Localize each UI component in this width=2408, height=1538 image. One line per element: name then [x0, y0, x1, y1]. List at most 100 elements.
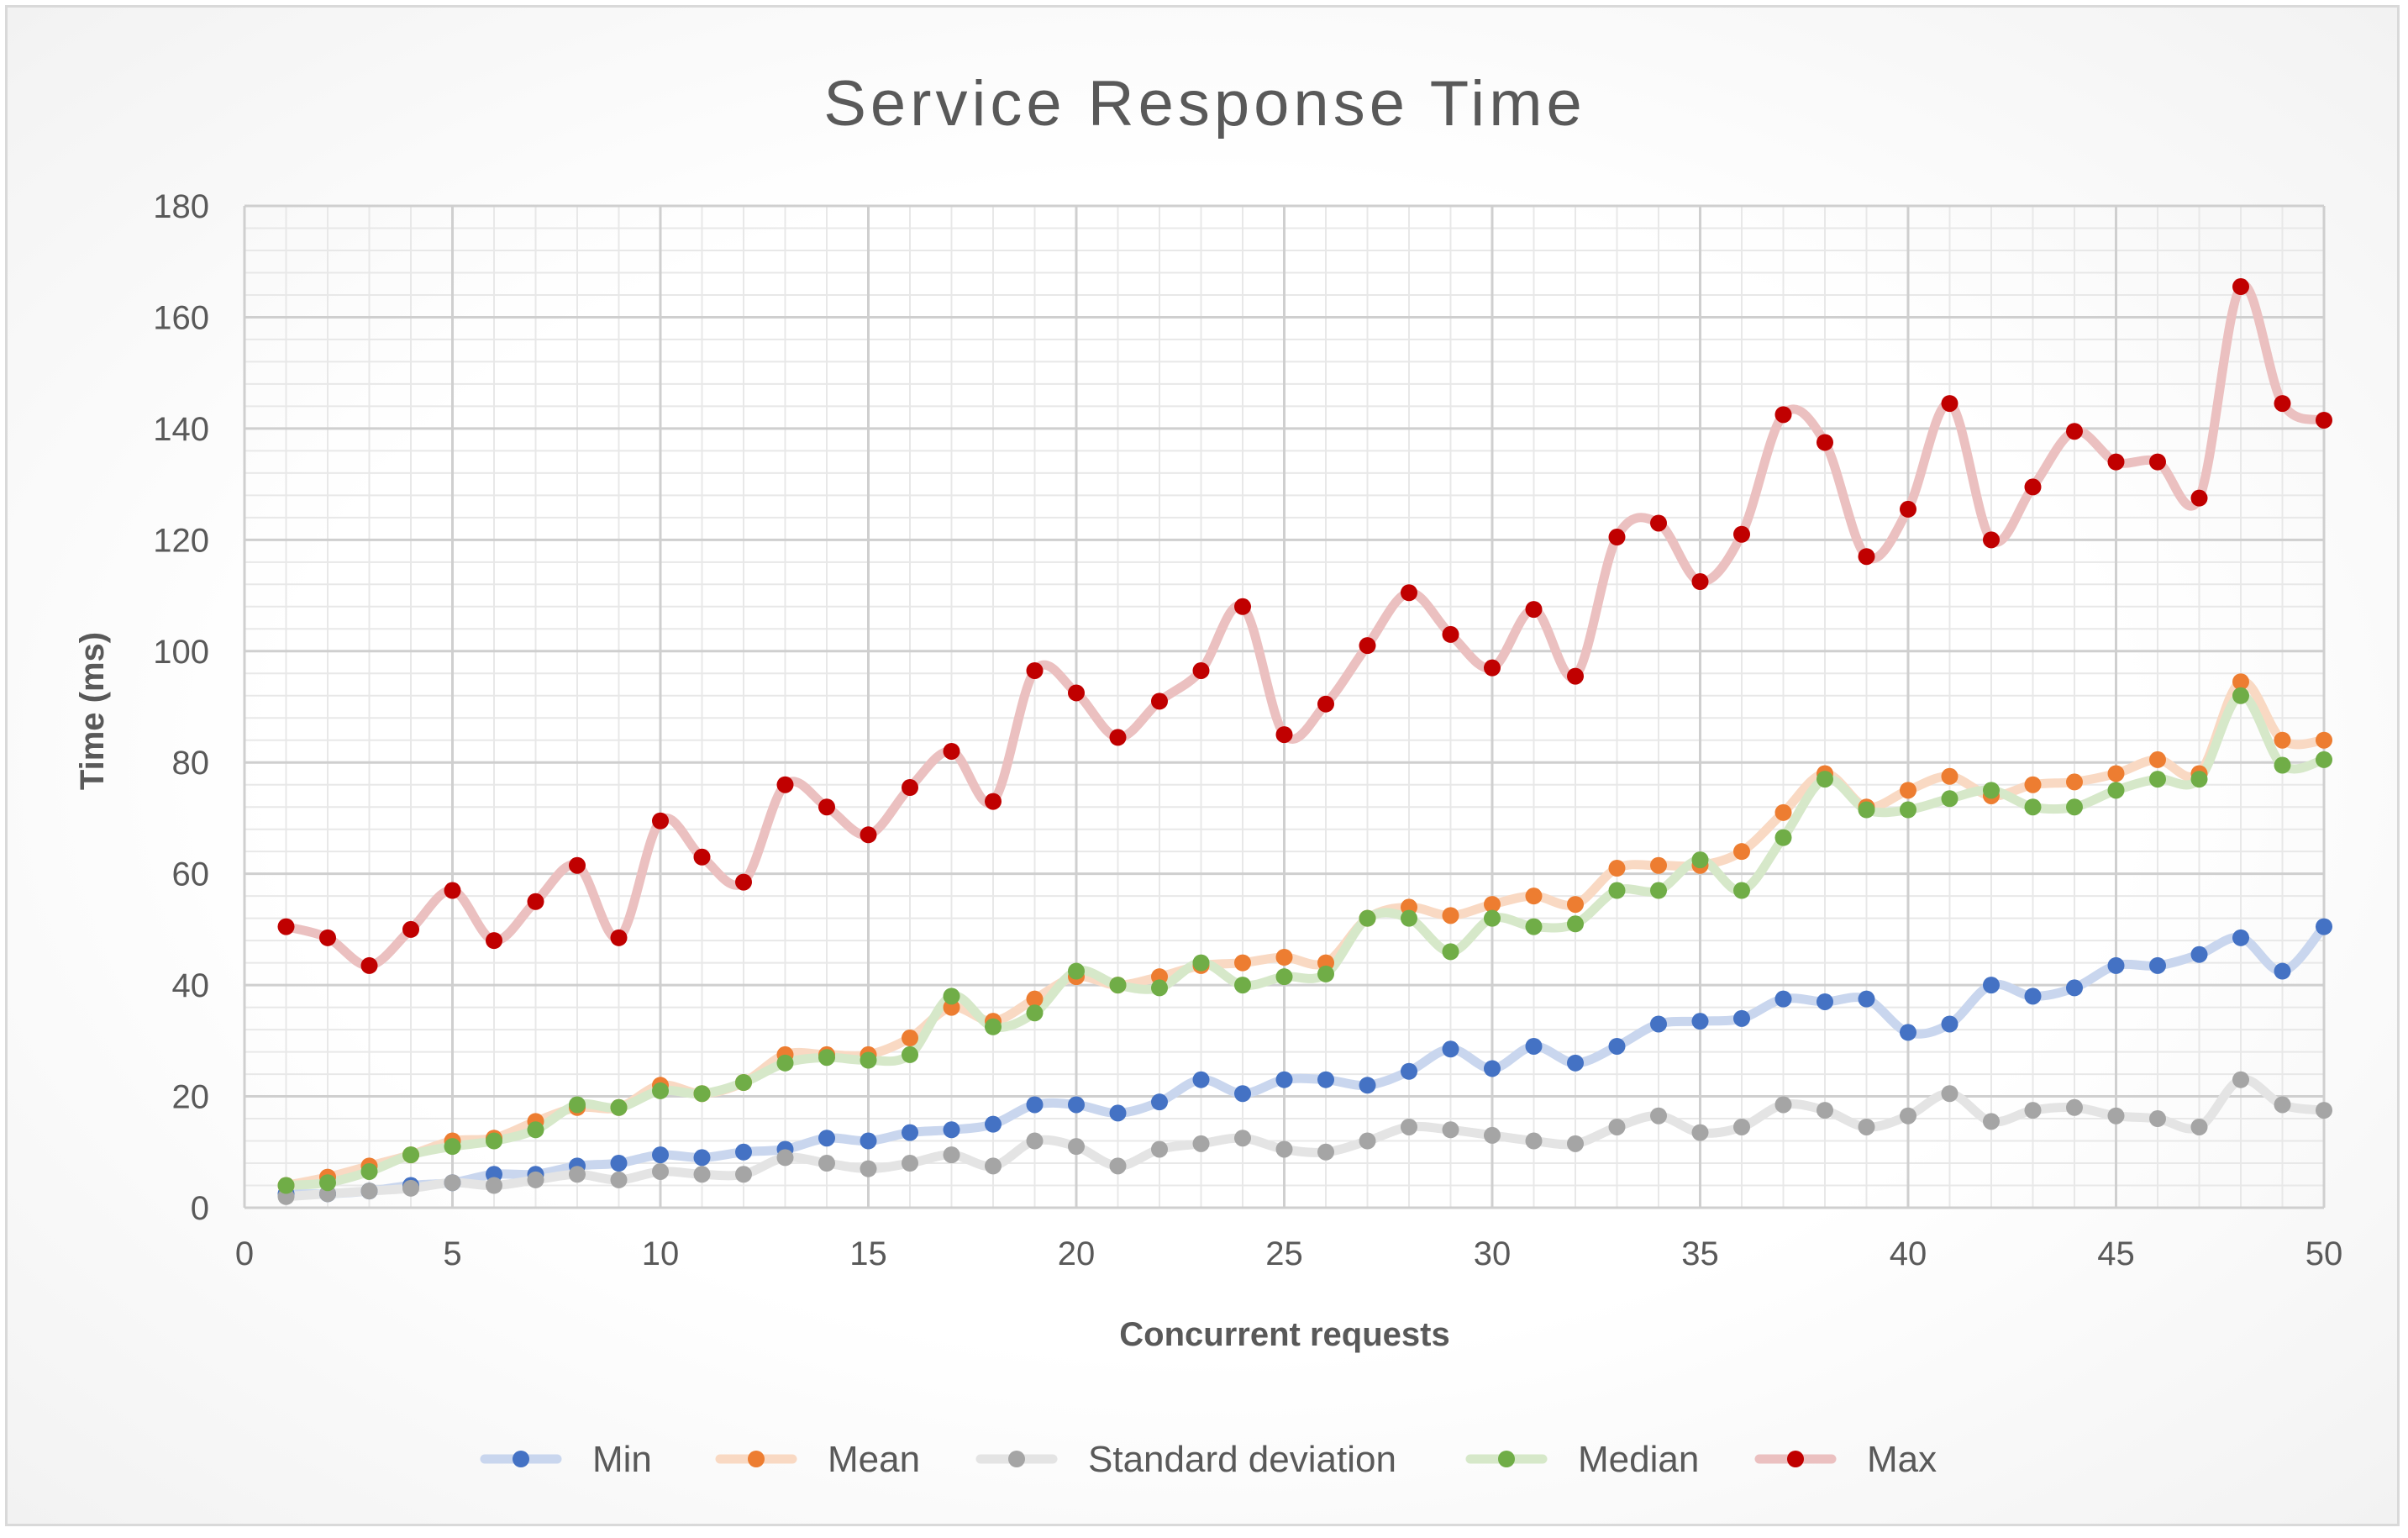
data-point-standard-deviation — [2274, 1096, 2291, 1114]
data-point-median — [1817, 771, 1833, 788]
data-point-max — [1026, 661, 1044, 679]
x-tick-label: 30 — [1474, 1235, 1512, 1272]
data-point-max — [1192, 661, 1210, 679]
data-point-median — [1608, 882, 1626, 899]
data-point-median — [1484, 909, 1501, 927]
legend-item-standard-deviation: Standard deviation — [975, 1439, 1396, 1480]
data-point-median — [2190, 771, 2208, 788]
data-point-median — [1234, 977, 1251, 994]
x-axis-title: Concurrent requests — [1119, 1316, 1449, 1353]
data-point-median — [1567, 915, 1584, 933]
data-point-max — [1359, 637, 1376, 655]
data-point-max — [402, 920, 419, 938]
y-tick-label: 160 — [153, 299, 209, 336]
data-point-median — [1068, 962, 1085, 980]
data-point-min — [818, 1130, 835, 1147]
data-point-mean — [1733, 843, 1750, 861]
legend-marker-min — [513, 1451, 529, 1467]
data-point-max — [735, 873, 752, 891]
y-tick-label: 40 — [172, 967, 210, 1004]
data-point-max — [902, 779, 918, 797]
data-point-mean — [1484, 896, 1501, 914]
data-point-max — [693, 848, 711, 866]
data-point-median — [1774, 829, 1792, 846]
data-point-standard-deviation — [1068, 1138, 1085, 1156]
data-point-max — [1774, 406, 1792, 424]
data-point-median — [402, 1146, 419, 1164]
data-point-mean — [1026, 990, 1044, 1008]
y-tick-label: 0 — [191, 1190, 209, 1227]
data-point-standard-deviation — [2024, 1102, 2042, 1119]
data-point-min — [860, 1132, 877, 1150]
data-point-standard-deviation — [1401, 1118, 1417, 1135]
data-point-standard-deviation — [2232, 1071, 2249, 1088]
data-point-median — [277, 1177, 295, 1194]
x-tick-label: 0 — [235, 1235, 254, 1272]
data-point-min — [1026, 1096, 1044, 1114]
data-point-min — [1525, 1037, 1543, 1055]
data-point-min — [902, 1124, 918, 1141]
data-point-max — [1484, 659, 1501, 677]
data-point-standard-deviation — [818, 1155, 835, 1172]
x-tick-label: 40 — [1890, 1235, 1927, 1272]
data-point-min — [1567, 1054, 1584, 1072]
data-point-standard-deviation — [569, 1166, 586, 1183]
legend-marker-max — [1787, 1451, 1804, 1467]
data-point-max — [1691, 573, 1709, 590]
data-point-max — [1151, 693, 1168, 710]
data-point-max — [1650, 514, 1667, 532]
y-tick-label: 140 — [153, 411, 209, 448]
data-point-min — [610, 1155, 628, 1172]
legend-marker-median — [1498, 1451, 1515, 1467]
data-point-standard-deviation — [1983, 1113, 2000, 1130]
legend-item-mean: Mean — [715, 1439, 920, 1480]
legend-item-median: Median — [1465, 1439, 1699, 1480]
data-point-max — [569, 856, 586, 874]
data-point-min — [1941, 1015, 1958, 1033]
data-point-min — [2066, 979, 2083, 997]
data-point-max — [1275, 726, 1293, 744]
legend-item-min: Min — [480, 1439, 652, 1480]
data-point-median — [2149, 771, 2166, 788]
data-point-min — [1401, 1062, 1417, 1080]
data-point-median — [1650, 882, 1667, 899]
data-point-max — [1525, 601, 1543, 619]
data-point-max — [2107, 453, 2125, 471]
data-point-max — [985, 793, 1002, 810]
major-gridlines — [243, 204, 2326, 1209]
data-point-median — [1317, 965, 1334, 982]
x-tick-label: 50 — [2305, 1235, 2343, 1272]
data-point-standard-deviation — [2107, 1107, 2125, 1125]
data-point-min — [1275, 1071, 1293, 1088]
data-point-standard-deviation — [1359, 1132, 1376, 1150]
data-point-standard-deviation — [1525, 1132, 1543, 1150]
data-point-min — [2232, 929, 2249, 946]
x-tick-label: 25 — [1265, 1235, 1303, 1272]
data-point-mean — [2107, 765, 2125, 782]
data-point-mean — [2316, 731, 2332, 749]
data-point-max — [2190, 489, 2208, 507]
data-point-min — [1317, 1071, 1334, 1088]
data-point-standard-deviation — [2149, 1110, 2166, 1128]
x-tick-label: 15 — [849, 1235, 887, 1272]
data-point-max — [1983, 531, 2000, 549]
data-point-min — [1359, 1077, 1376, 1094]
y-tick-label: 80 — [172, 745, 210, 782]
data-point-standard-deviation — [652, 1162, 669, 1180]
data-point-standard-deviation — [860, 1160, 877, 1177]
data-point-standard-deviation — [902, 1155, 918, 1172]
data-point-median — [610, 1098, 628, 1116]
data-point-standard-deviation — [693, 1166, 711, 1183]
data-point-standard-deviation — [360, 1182, 378, 1200]
data-point-max — [610, 929, 628, 946]
data-point-standard-deviation — [1484, 1126, 1501, 1144]
data-point-standard-deviation — [1151, 1140, 1168, 1158]
data-point-median — [1525, 918, 1543, 935]
data-point-standard-deviation — [776, 1149, 794, 1167]
data-point-median — [569, 1096, 586, 1114]
data-point-median — [776, 1054, 794, 1072]
data-point-median — [319, 1174, 336, 1192]
data-point-mean — [2149, 751, 2166, 768]
data-point-max — [1401, 584, 1417, 602]
data-point-max — [277, 918, 295, 935]
